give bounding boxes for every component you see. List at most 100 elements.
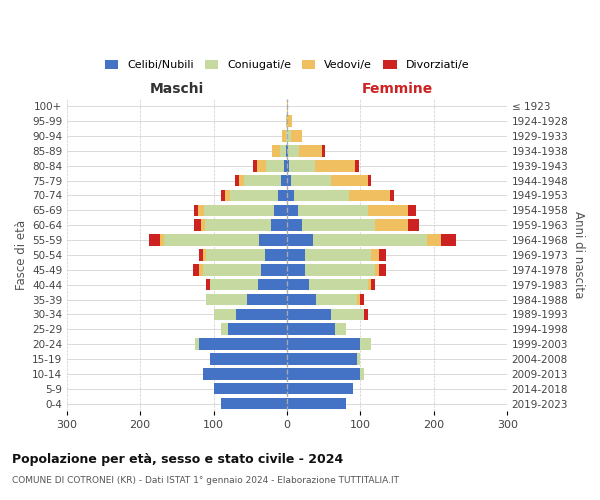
Bar	[287, 249, 305, 260]
Bar	[265, 249, 287, 260]
Bar	[299, 145, 322, 156]
Bar	[287, 116, 289, 127]
Bar	[210, 279, 257, 290]
Bar	[239, 175, 244, 186]
Bar	[371, 249, 379, 260]
Bar	[259, 234, 287, 246]
Bar	[236, 308, 287, 320]
Bar	[221, 190, 224, 202]
Bar	[287, 353, 357, 365]
Bar	[253, 160, 257, 172]
Bar	[379, 264, 386, 276]
Bar	[164, 234, 259, 246]
Bar	[199, 338, 287, 350]
Bar	[289, 160, 315, 172]
Bar	[287, 220, 302, 231]
Bar	[390, 190, 394, 202]
Y-axis label: Anni di nascita: Anni di nascita	[572, 211, 585, 298]
Bar	[244, 175, 281, 186]
Bar	[287, 190, 295, 202]
Bar	[287, 383, 353, 394]
Bar	[408, 220, 419, 231]
Bar	[287, 279, 309, 290]
Bar	[355, 160, 359, 172]
Bar	[203, 368, 287, 380]
Bar	[375, 264, 379, 276]
Bar	[235, 175, 239, 186]
Bar	[287, 234, 313, 246]
Bar	[287, 175, 290, 186]
Bar	[322, 145, 325, 156]
Bar	[361, 338, 371, 350]
Bar	[295, 190, 349, 202]
Text: Maschi: Maschi	[149, 82, 204, 96]
Bar	[408, 204, 416, 216]
Bar	[287, 308, 331, 320]
Bar	[149, 234, 160, 246]
Bar	[427, 234, 441, 246]
Bar	[361, 368, 364, 380]
Bar	[280, 145, 286, 156]
Bar	[203, 249, 206, 260]
Bar	[364, 308, 368, 320]
Bar	[305, 264, 375, 276]
Bar	[266, 160, 284, 172]
Bar	[274, 204, 287, 216]
Bar	[368, 175, 371, 186]
Bar	[201, 220, 205, 231]
Bar	[257, 279, 287, 290]
Bar	[287, 130, 290, 142]
Text: Femmine: Femmine	[362, 82, 433, 96]
Bar	[206, 279, 210, 290]
Bar	[335, 324, 346, 335]
Bar	[331, 308, 364, 320]
Bar	[210, 353, 287, 365]
Bar	[287, 100, 289, 112]
Bar	[289, 116, 292, 127]
Bar	[221, 324, 228, 335]
Bar	[287, 160, 289, 172]
Bar	[199, 249, 203, 260]
Bar	[206, 249, 265, 260]
Bar	[286, 145, 287, 156]
Bar	[228, 324, 287, 335]
Bar	[206, 294, 247, 306]
Bar	[357, 353, 361, 365]
Y-axis label: Fasce di età: Fasce di età	[15, 220, 28, 290]
Text: Popolazione per età, sesso e stato civile - 2024: Popolazione per età, sesso e stato civil…	[12, 452, 343, 466]
Bar	[272, 145, 280, 156]
Text: COMUNE DI COTRONEI (KR) - Dati ISTAT 1° gennaio 2024 - Elaborazione TUTTITALIA.I: COMUNE DI COTRONEI (KR) - Dati ISTAT 1° …	[12, 476, 399, 485]
Bar	[368, 279, 371, 290]
Bar	[289, 145, 299, 156]
Bar	[290, 175, 331, 186]
Bar	[221, 398, 287, 409]
Bar	[257, 160, 266, 172]
Bar	[441, 234, 456, 246]
Bar	[298, 204, 368, 216]
Bar	[309, 279, 368, 290]
Bar	[287, 204, 298, 216]
Bar	[214, 383, 287, 394]
Bar	[199, 264, 203, 276]
Bar	[195, 338, 199, 350]
Bar	[375, 220, 408, 231]
Bar	[160, 234, 164, 246]
Bar	[284, 160, 287, 172]
Bar	[379, 249, 386, 260]
Bar	[194, 220, 201, 231]
Bar	[230, 190, 278, 202]
Bar	[271, 220, 287, 231]
Bar	[349, 190, 390, 202]
Bar	[278, 190, 287, 202]
Bar	[357, 294, 361, 306]
Bar	[224, 190, 230, 202]
Bar	[368, 204, 408, 216]
Bar	[286, 130, 287, 142]
Bar	[286, 116, 287, 127]
Bar	[371, 279, 375, 290]
Bar	[302, 220, 375, 231]
Bar	[287, 264, 305, 276]
Bar	[313, 234, 427, 246]
Bar	[198, 204, 204, 216]
Bar	[205, 220, 271, 231]
